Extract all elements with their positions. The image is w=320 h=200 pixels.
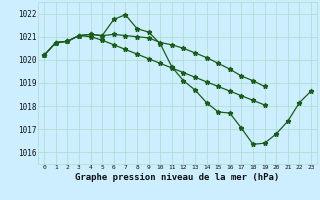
X-axis label: Graphe pression niveau de la mer (hPa): Graphe pression niveau de la mer (hPa) <box>76 173 280 182</box>
